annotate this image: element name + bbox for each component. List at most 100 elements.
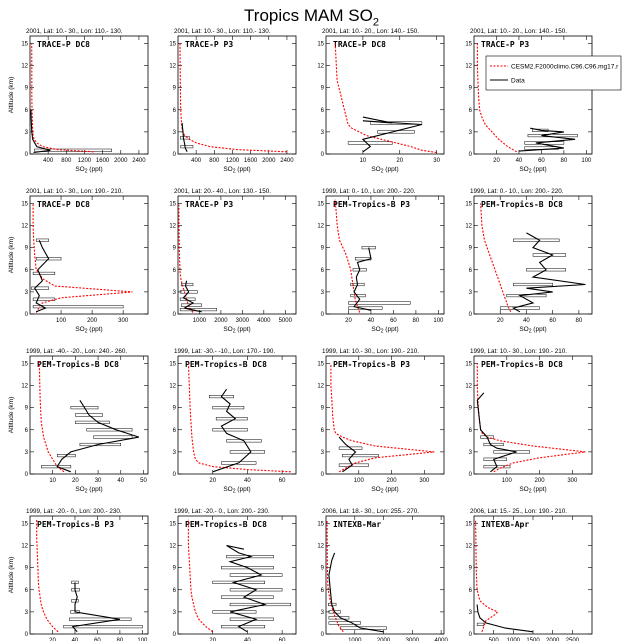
y-tick-label: 0 bbox=[173, 152, 177, 158]
y-tick-label: 6 bbox=[469, 588, 473, 594]
x-tick-label: 20 bbox=[493, 158, 500, 164]
plot-frame bbox=[325, 35, 445, 155]
y-axis-label: Altitude (km) bbox=[8, 237, 15, 273]
obs-error-bar bbox=[513, 282, 553, 287]
panel-header: 1999, Lat: -40.- -20., Lon: 240.- 260. bbox=[26, 348, 127, 355]
x-tick-label: 200 bbox=[535, 478, 546, 484]
y-tick-label: 9 bbox=[469, 86, 473, 92]
obs-error-bar bbox=[483, 457, 508, 461]
plot-area bbox=[38, 359, 140, 473]
model-line bbox=[32, 203, 133, 313]
y-tick-label: 6 bbox=[25, 588, 29, 594]
y-tick-label: 9 bbox=[321, 246, 325, 252]
x-tick-label: 40 bbox=[72, 638, 79, 641]
model-line bbox=[475, 519, 499, 632]
panel-header: 2006, Lat: 15.- 25., Lon: 190.- 210. bbox=[470, 508, 567, 515]
x-tick-label: 10 bbox=[360, 158, 367, 164]
legend-label: Data bbox=[511, 77, 525, 84]
panel-header: 1999, Lat: -20.- 0., Lon: 200.- 230. bbox=[174, 508, 270, 515]
obs-error-bar bbox=[35, 238, 49, 242]
plot-frame bbox=[177, 35, 297, 155]
plot-frame bbox=[473, 195, 593, 315]
model-line bbox=[178, 203, 194, 313]
x-tick-label: 60 bbox=[94, 638, 101, 641]
y-axis-label: Altitude (km) bbox=[8, 557, 15, 593]
x-tick-label: 4000 bbox=[257, 318, 271, 324]
obs-error-bar bbox=[221, 566, 274, 570]
obs-line bbox=[328, 552, 384, 633]
obs-error-bar bbox=[71, 599, 79, 603]
panel-12: 1999, Lat: 10.- 30., Lon: 190.- 210. PEM-… bbox=[465, 348, 593, 495]
x-tick-label: 40 bbox=[244, 638, 251, 641]
y-tick-label: 3 bbox=[469, 290, 473, 296]
x-tick-label: 60 bbox=[390, 318, 397, 324]
panel-11: 1999, Lat: 10.- 30., Lon: 190.- 210. PEM-… bbox=[317, 348, 445, 495]
panel-header: 2006, Lat: 18.- 30., Lon: 255.- 270. bbox=[322, 508, 419, 515]
panel-9: 1999, Lat: -40.- -20., Lon: 240.- 260. PE… bbox=[8, 348, 149, 495]
obs-error-bar bbox=[93, 435, 133, 439]
obs-error-bar bbox=[31, 286, 49, 290]
y-tick-label: 15 bbox=[465, 41, 472, 47]
plot-frame bbox=[473, 35, 593, 155]
x-tick-label: 2000 bbox=[377, 638, 391, 641]
x-tick-label: 20 bbox=[209, 478, 216, 484]
x-tick-label: 800 bbox=[209, 158, 220, 164]
y-tick-label: 9 bbox=[469, 566, 473, 572]
obs-line bbox=[226, 544, 267, 633]
x-tick-label: 20 bbox=[209, 638, 216, 641]
x-tick-label: 60 bbox=[279, 478, 286, 484]
panel-header: 2001, Lat: 20.- 40., Lon: 130.- 150. bbox=[174, 188, 271, 195]
y-tick-label: 15 bbox=[21, 521, 28, 527]
x-axis-label: SO2 (ppt) bbox=[371, 486, 398, 495]
model-line bbox=[36, 519, 59, 633]
obs-error-bar bbox=[328, 621, 361, 625]
plot-frame bbox=[325, 195, 445, 315]
y-tick-label: 12 bbox=[465, 544, 472, 550]
plot-frame bbox=[177, 355, 297, 475]
panel-13: 1999, Lat: -20.- 0., Lon: 200.- 230. PEM-… bbox=[8, 508, 149, 641]
x-tick-label: 2000 bbox=[546, 638, 560, 641]
y-tick-label: 9 bbox=[173, 406, 177, 412]
plot-area bbox=[334, 43, 437, 154]
y-tick-label: 6 bbox=[25, 268, 29, 274]
x-tick-label: 80 bbox=[117, 638, 124, 641]
y-tick-label: 0 bbox=[173, 312, 177, 318]
panel-3: 2001, Lat: 10.- 20., Lon: 140.- 150. TRAC… bbox=[317, 28, 445, 175]
y-tick-label: 9 bbox=[25, 86, 29, 92]
panel-8: 1999, Lat: 0.- 10., Lon: 200.- 220. PEM-T… bbox=[465, 188, 593, 335]
obs-error-bar bbox=[348, 301, 411, 305]
x-axis-label: SO2 (ppt) bbox=[223, 326, 250, 335]
obs-error-bar bbox=[75, 413, 103, 417]
y-tick-label: 0 bbox=[469, 632, 473, 638]
y-tick-label: 6 bbox=[173, 428, 177, 434]
model-line bbox=[480, 203, 512, 313]
x-tick-label: 1000 bbox=[193, 318, 207, 324]
campaign-label: TRACE-P P3 bbox=[481, 40, 529, 49]
model-line bbox=[326, 519, 344, 633]
y-tick-label: 12 bbox=[317, 224, 324, 230]
campaign-label: PEM-Tropics-B DC8 bbox=[481, 359, 563, 369]
y-tick-label: 9 bbox=[469, 406, 473, 412]
x-tick-label: 2000 bbox=[262, 158, 276, 164]
y-tick-label: 3 bbox=[321, 450, 325, 456]
plot-frame bbox=[325, 515, 445, 635]
legend-label: CESM2.F2000climo.C96.C96.mg17.r bbox=[511, 63, 619, 70]
panel-7: 1999, Lat: 0.- 10., Lon: 200.- 220. PEM-T… bbox=[317, 188, 445, 335]
x-tick-label: 400 bbox=[191, 158, 202, 164]
y-tick-label: 9 bbox=[173, 86, 177, 92]
y-tick-label: 0 bbox=[25, 152, 29, 158]
obs-error-bar bbox=[347, 141, 393, 145]
plot-area bbox=[480, 203, 586, 313]
x-axis-label: SO2 (ppt) bbox=[519, 326, 546, 335]
plot-area bbox=[187, 363, 291, 473]
campaign-label: PEM-Tropics-B P3 bbox=[333, 359, 410, 369]
y-tick-label: 15 bbox=[21, 201, 28, 207]
campaign-label: PEM-Tropics-B DC8 bbox=[185, 359, 267, 369]
obs-error-bar bbox=[208, 395, 234, 399]
obs-error-bar bbox=[229, 450, 266, 454]
obs-line bbox=[30, 109, 51, 154]
panel-header: 1999, Lat: 10.- 30., Lon: 190.- 210. bbox=[470, 348, 567, 355]
y-tick-label: 9 bbox=[25, 246, 29, 252]
x-tick-label: 100 bbox=[581, 158, 592, 164]
y-tick-label: 12 bbox=[169, 224, 176, 230]
